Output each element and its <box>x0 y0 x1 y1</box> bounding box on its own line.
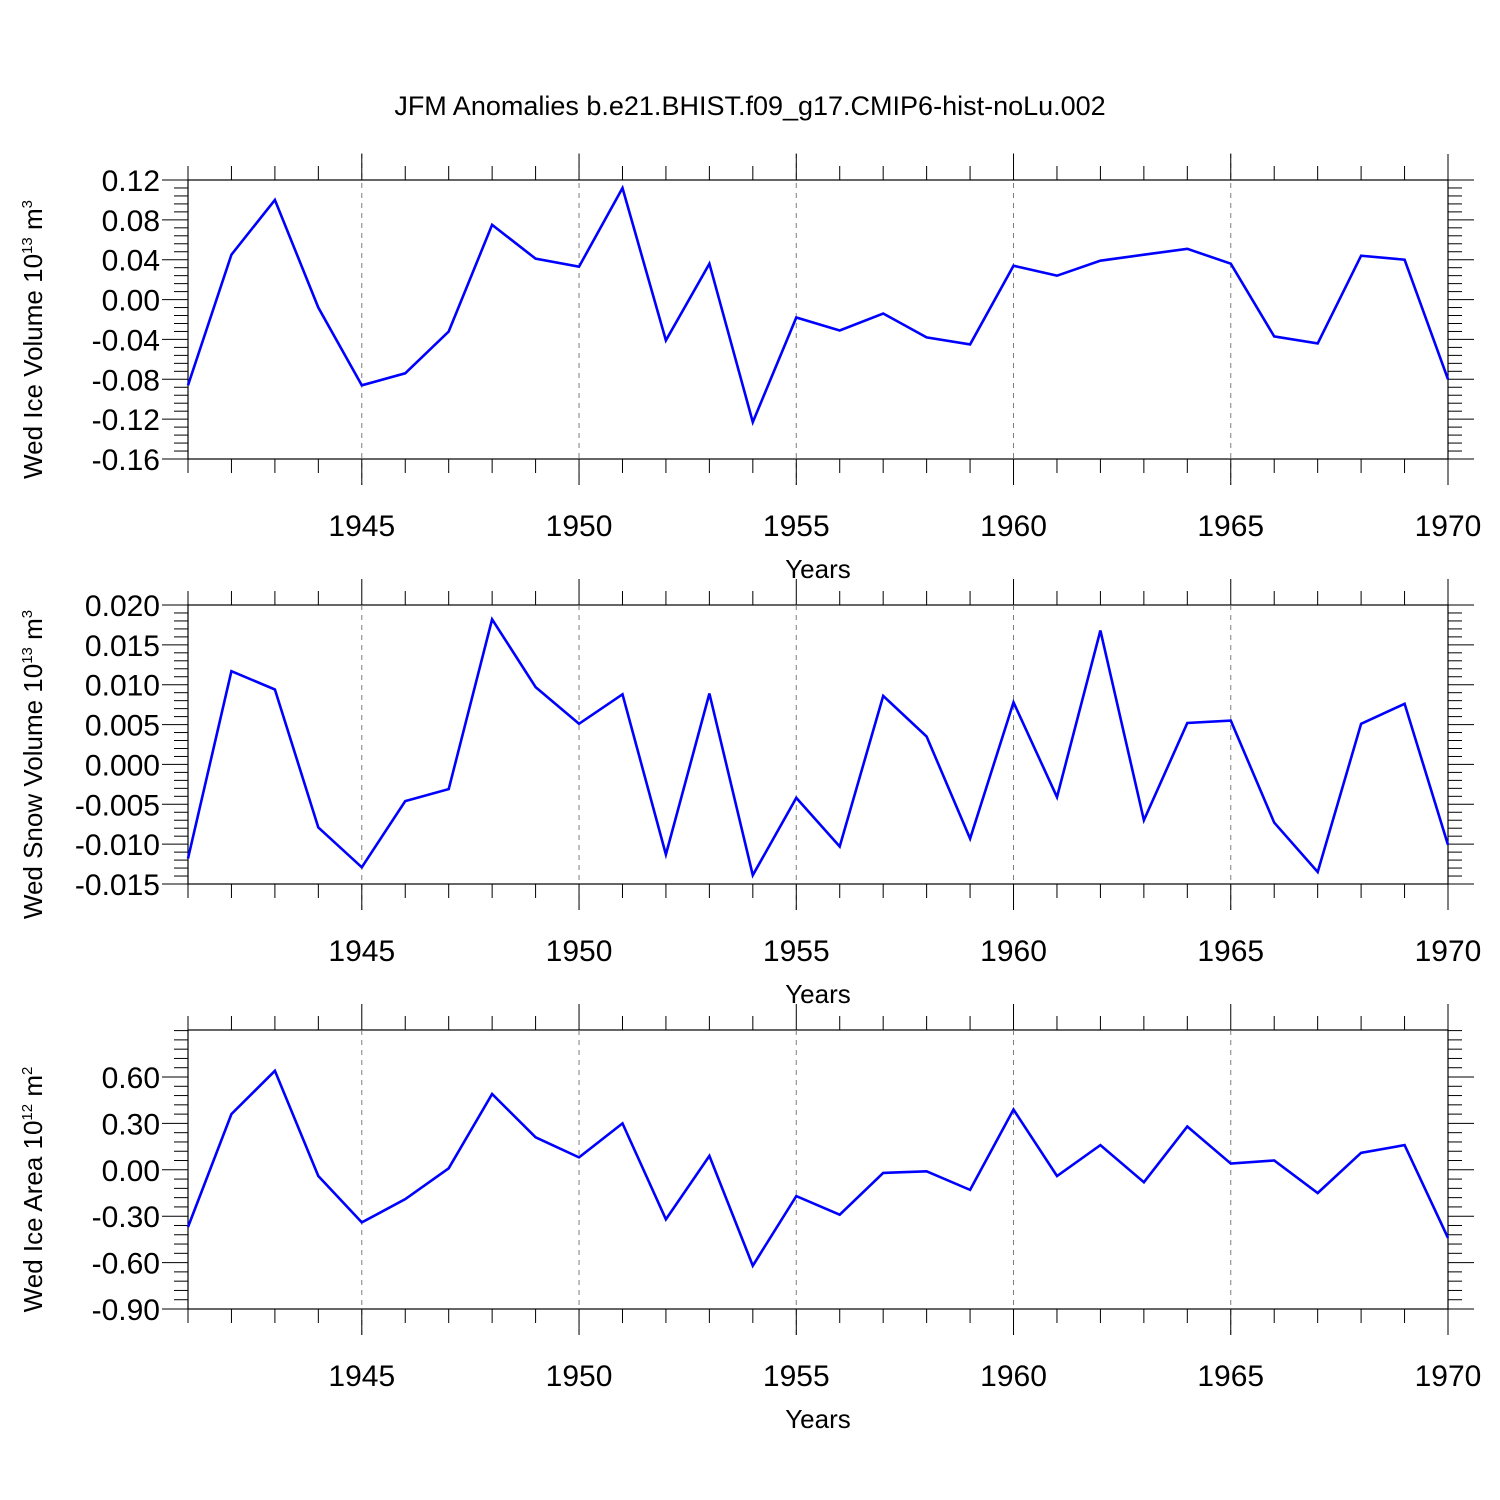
x-tick-label-1950: 1950 <box>546 1360 613 1393</box>
chart-title: JFM Anomalies b.e21.BHIST.f09_g17.CMIP6-… <box>394 91 1105 121</box>
y-tick-label: 0.08 <box>102 205 160 238</box>
y-tick-label: 0.30 <box>102 1108 160 1141</box>
x-tick-label-1960: 1960 <box>980 1360 1047 1393</box>
y-tick-label: 0.020 <box>85 590 160 623</box>
y-tick-label: 0.005 <box>85 710 160 743</box>
x-tick-label-1950: 1950 <box>546 510 613 543</box>
x-axis-title: Years <box>785 554 851 584</box>
x-tick-label-1955: 1955 <box>763 935 830 968</box>
panel-1: 1945 1950 1955 1960 1965 1970 Years 0.12 0.08 0.0… <box>18 153 1481 584</box>
plot-frame <box>187 179 1449 460</box>
y-tick-label: -0.60 <box>92 1248 160 1281</box>
y-tick-label: 0.000 <box>85 749 160 782</box>
y-tick-label: -0.005 <box>75 789 160 822</box>
y-tick-label: 0.00 <box>102 285 160 318</box>
panel-2: 1945 1950 1955 1960 1965 1970 Years 0.020 0.015 0… <box>18 579 1481 1009</box>
y-tick-label: -0.90 <box>92 1294 160 1327</box>
y-tick-label: 0.60 <box>102 1062 160 1095</box>
y-tick-label: -0.010 <box>75 829 160 862</box>
y-tick-label: 0.12 <box>102 165 160 198</box>
y-tick-label: 0.00 <box>102 1155 160 1188</box>
y-tick-label: -0.12 <box>92 404 160 437</box>
y-tick-label: -0.015 <box>75 869 160 902</box>
plot-frame <box>187 1029 1449 1310</box>
x-tick-label-1945: 1945 <box>328 510 395 543</box>
x-axis-title: Years <box>785 979 851 1009</box>
x-tick-label-1955: 1955 <box>763 510 830 543</box>
y-axis-title: Wed Ice Area 1012 m2 <box>18 1067 48 1313</box>
x-tick-label-1970: 1970 <box>1415 935 1482 968</box>
panels: 1945 1950 1955 1960 1965 1970 Years 0.12 0.08 0.0… <box>18 153 1481 1434</box>
series-line <box>186 184 1450 427</box>
x-tick-label-1950: 1950 <box>546 935 613 968</box>
y-tick-label: 0.04 <box>102 245 160 278</box>
series-line <box>186 1068 1450 1269</box>
x-tick-label-1955: 1955 <box>763 1360 830 1393</box>
x-tick-label-1970: 1970 <box>1415 1360 1482 1393</box>
x-tick-label-1965: 1965 <box>1197 1360 1264 1393</box>
x-tick-label-1965: 1965 <box>1197 510 1264 543</box>
panel-3: 1945 1950 1955 1960 1965 1970 Years 0.60 0.30 0.0… <box>18 1004 1481 1434</box>
y-tick-label: -0.16 <box>92 444 160 477</box>
y-axis-title: Wed Ice Volume 1013 m3 <box>18 200 48 479</box>
y-tick-label: 0.015 <box>85 630 160 663</box>
y-tick-label: -0.08 <box>92 364 160 397</box>
x-tick-label-1970: 1970 <box>1415 510 1482 543</box>
x-tick-label-1945: 1945 <box>328 935 395 968</box>
x-tick-label-1960: 1960 <box>980 935 1047 968</box>
x-tick-label-1960: 1960 <box>980 510 1047 543</box>
plot-frame <box>187 604 1449 885</box>
y-axis-title: Wed Snow Volume 1013 m3 <box>18 610 48 919</box>
y-tick-label: -0.04 <box>92 324 160 357</box>
x-axis-title: Years <box>785 1404 851 1434</box>
y-tick-label: 0.010 <box>85 670 160 703</box>
series-line <box>186 616 1450 879</box>
x-tick-label-1945: 1945 <box>328 1360 395 1393</box>
x-tick-label-1965: 1965 <box>1197 935 1264 968</box>
y-tick-label: -0.30 <box>92 1201 160 1234</box>
